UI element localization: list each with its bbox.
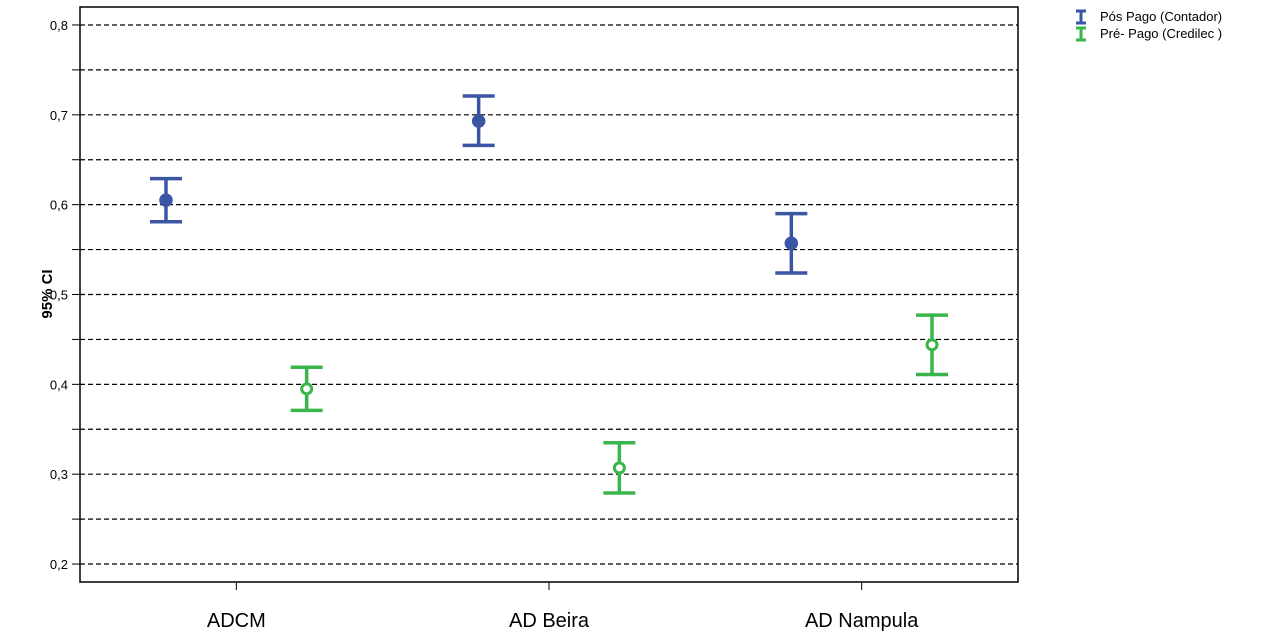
y-axis-ticks: 0,2 0,3 0,4 0,5 0,6 0,7 0,8 xyxy=(50,18,80,572)
y-tick-label: 0,5 xyxy=(50,288,68,303)
series-pre-pago xyxy=(290,313,949,495)
mean-marker xyxy=(300,382,314,396)
x-category-label: AD Beira xyxy=(509,610,590,632)
y-tick-label: 0,6 xyxy=(50,198,68,213)
legend-errorbar-icon xyxy=(1076,9,1086,25)
y-tick-label: 0,4 xyxy=(50,377,68,392)
mean-marker xyxy=(925,338,939,352)
mean-marker xyxy=(612,461,626,475)
x-category-label: AD Nampula xyxy=(805,610,919,632)
mean-marker xyxy=(159,193,173,207)
y-tick-label: 0,8 xyxy=(50,18,68,33)
series-pos-pago xyxy=(149,94,808,275)
mean-marker xyxy=(471,114,486,128)
grid-lines xyxy=(80,24,1018,565)
mean-marker xyxy=(784,236,799,251)
series-marks xyxy=(149,94,949,495)
y-axis-label: 95% CI xyxy=(39,269,56,318)
legend-entry-label: Pós Pago (Contador) xyxy=(1100,9,1222,24)
legend-entry-label: Pré- Pago (Credilec ) xyxy=(1100,26,1222,41)
legend: Pós Pago (Contador) Pré- Pago (Credilec ) xyxy=(1076,9,1222,42)
y-tick-label: 0,3 xyxy=(50,467,68,482)
x-axis-ticks: ADCM AD Beira AD Nampula xyxy=(207,582,919,632)
x-category-label: ADCM xyxy=(207,610,266,632)
y-tick-label: 0,2 xyxy=(50,557,68,572)
legend-errorbar-icon xyxy=(1076,26,1086,42)
y-tick-label: 0,7 xyxy=(50,108,68,123)
